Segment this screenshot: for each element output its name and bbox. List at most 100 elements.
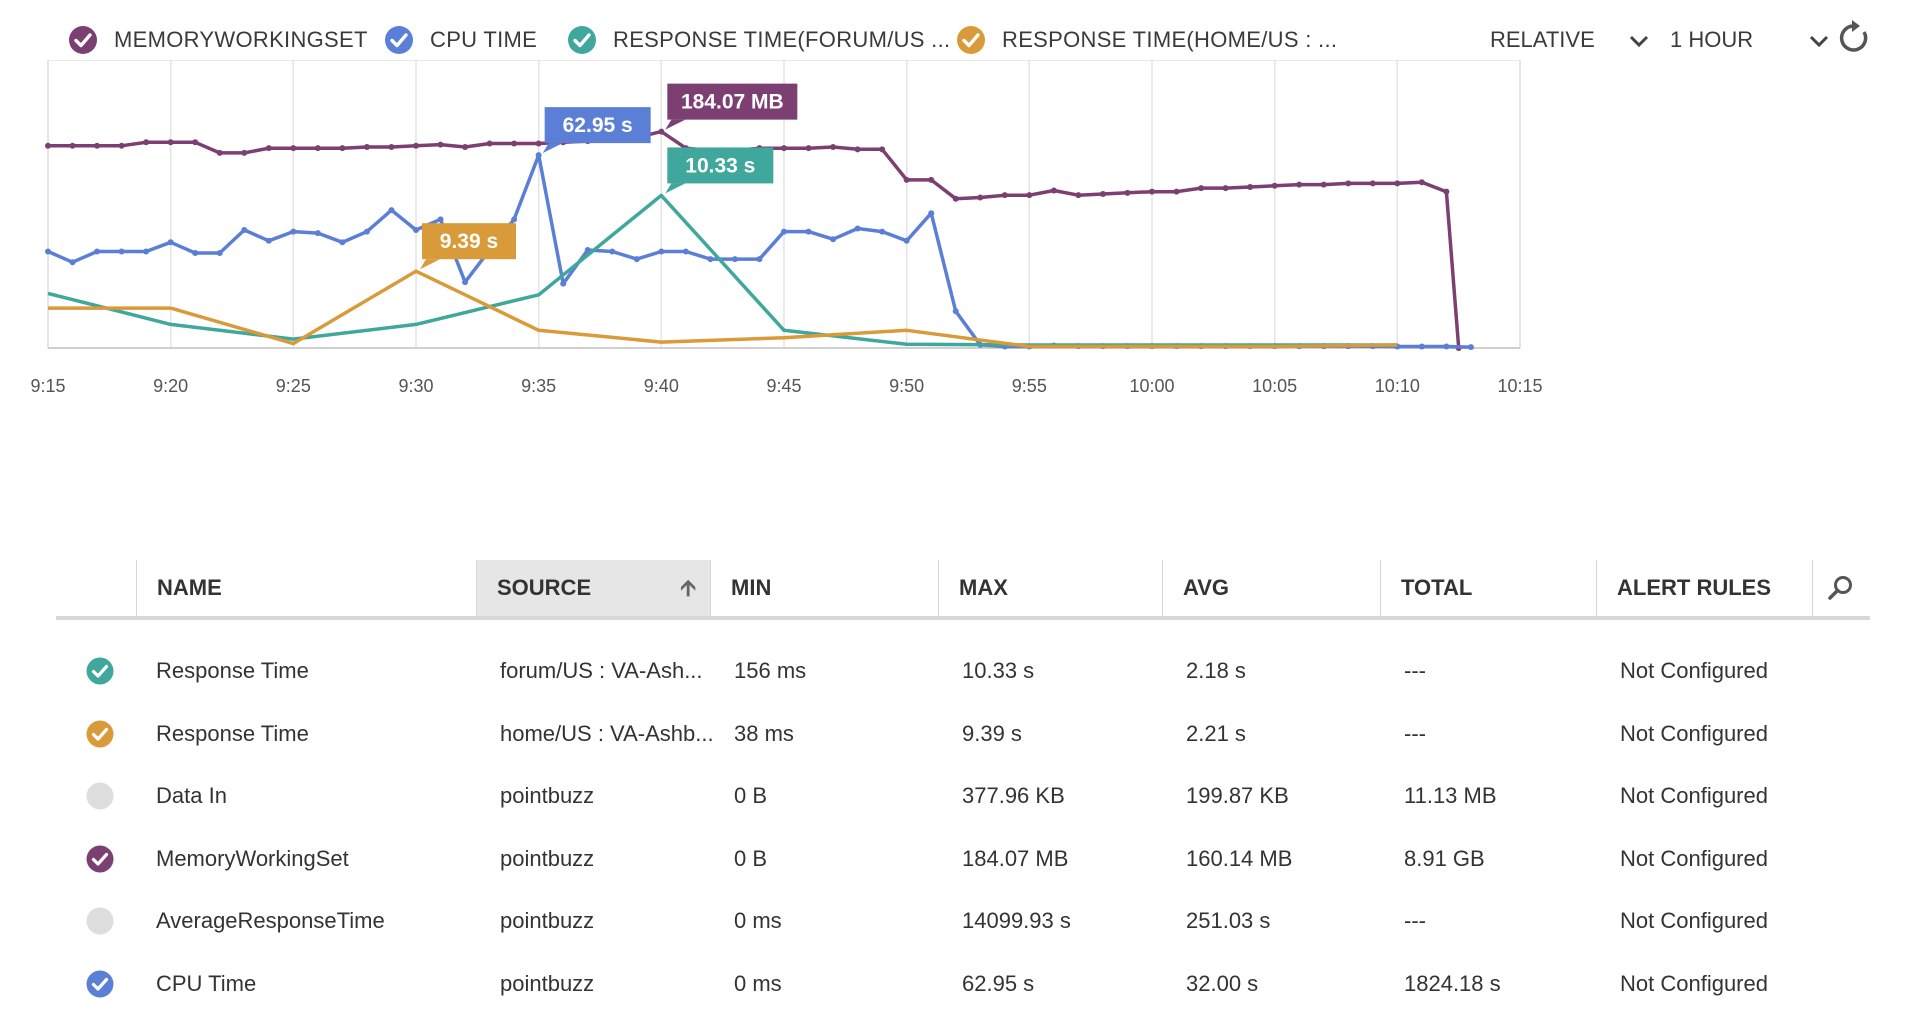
- legend-label: RESPONSE TIME(HOME/US : ...: [1002, 27, 1337, 53]
- data-point: [928, 210, 934, 216]
- data-point: [855, 226, 861, 232]
- data-point: [438, 216, 444, 222]
- table-body: Response Time forum/US : VA-Ash... 156 ms 1…: [56, 640, 1870, 1015]
- data-point: [1247, 184, 1253, 190]
- time-range-selector[interactable]: 1 HOUR: [1670, 24, 1753, 56]
- data-point: [1223, 185, 1229, 191]
- check-circle-icon: [567, 25, 597, 55]
- check-circle-icon[interactable]: [86, 720, 114, 748]
- data-point: [388, 207, 394, 213]
- data-point: [707, 256, 713, 262]
- cell-avg: 199.87 KB: [1186, 765, 1289, 828]
- data-point: [732, 256, 738, 262]
- column-header-name[interactable]: NAME: [136, 560, 476, 616]
- x-tick-label: 9:50: [889, 376, 924, 396]
- x-tick-label: 9:20: [153, 376, 188, 396]
- check-circle-icon: [68, 25, 98, 55]
- cell-min: 156 ms: [734, 640, 806, 703]
- data-point: [1394, 180, 1400, 186]
- cell-avg: 2.21 s: [1186, 703, 1246, 766]
- column-header-max[interactable]: MAX: [938, 560, 1162, 616]
- data-point: [1296, 182, 1302, 188]
- legend-item-memoryworkingset[interactable]: MEMORYWORKINGSET: [68, 24, 368, 56]
- check-circle-icon[interactable]: [86, 657, 114, 685]
- cell-alert-rules: Not Configured: [1620, 828, 1768, 891]
- table-row[interactable]: Response Time forum/US : VA-Ash... 156 ms 1…: [56, 640, 1870, 703]
- empty-circle-icon[interactable]: [86, 782, 114, 810]
- cell-source: forum/US : VA-Ash...: [500, 640, 703, 703]
- check-circle-icon[interactable]: [86, 845, 114, 873]
- column-header-avg[interactable]: AVG: [1162, 560, 1380, 616]
- data-point: [658, 129, 664, 135]
- legend-label: MEMORYWORKINGSET: [114, 27, 368, 53]
- cell-source: pointbuzz: [500, 828, 594, 891]
- data-point: [806, 229, 812, 235]
- cell-alert-rules: Not Configured: [1620, 890, 1768, 953]
- data-point: [388, 144, 394, 150]
- data-point: [609, 248, 615, 254]
- empty-circle-icon[interactable]: [86, 907, 114, 935]
- data-point: [143, 139, 149, 145]
- cell-total: ---: [1404, 890, 1426, 953]
- data-point: [1272, 183, 1278, 189]
- data-point: [1149, 189, 1155, 195]
- cell-name: Data In: [156, 765, 227, 828]
- legend-label: RESPONSE TIME(FORUM/US ...: [613, 27, 950, 53]
- x-tick-label: 9:25: [276, 376, 311, 396]
- data-point: [143, 248, 149, 254]
- data-point: [830, 236, 836, 242]
- data-point: [1002, 192, 1008, 198]
- cell-total: ---: [1404, 703, 1426, 766]
- table-search-button[interactable]: [1812, 560, 1870, 616]
- cell-alert-rules: Not Configured: [1620, 953, 1768, 1015]
- cell-min: 0 ms: [734, 890, 782, 953]
- data-point: [94, 143, 100, 149]
- data-point: [168, 139, 174, 145]
- data-point: [119, 248, 125, 254]
- refresh-icon[interactable]: [1836, 18, 1872, 56]
- x-tick-label: 9:35: [521, 376, 556, 396]
- column-header-source[interactable]: SOURCE🡩: [476, 560, 710, 616]
- data-point: [806, 145, 812, 151]
- search-icon: [1827, 574, 1855, 602]
- legend-label: CPU TIME: [430, 27, 537, 53]
- data-point: [928, 177, 934, 183]
- chevron-down-icon[interactable]: [1628, 32, 1650, 50]
- data-point: [168, 239, 174, 245]
- status-column-header: [56, 560, 136, 616]
- x-tick-label: 10:00: [1129, 376, 1174, 396]
- data-point: [119, 143, 125, 149]
- cell-name: Response Time: [156, 640, 309, 703]
- data-point: [45, 248, 51, 254]
- cell-avg: 160.14 MB: [1186, 828, 1292, 891]
- column-header-alert-rules[interactable]: ALERT RULES: [1596, 560, 1812, 616]
- cell-avg: 251.03 s: [1186, 890, 1270, 953]
- cell-total: 8.91 GB: [1404, 828, 1485, 891]
- callout-label: 10.33 s: [685, 154, 755, 177]
- data-point: [1443, 189, 1449, 195]
- legend-item-cpu-time[interactable]: CPU TIME: [384, 24, 537, 56]
- relative-toggle[interactable]: RELATIVE: [1490, 24, 1595, 56]
- data-point: [1075, 192, 1081, 198]
- legend-item-response-time-home[interactable]: RESPONSE TIME(HOME/US : ...: [956, 24, 1337, 56]
- x-tick-label: 9:15: [30, 376, 65, 396]
- check-circle-icon[interactable]: [86, 970, 114, 998]
- chevron-down-icon[interactable]: [1808, 32, 1830, 50]
- check-circle-icon: [956, 25, 986, 55]
- cell-min: 0 ms: [734, 953, 782, 1015]
- column-header-total[interactable]: TOTAL: [1380, 560, 1596, 616]
- cell-max: 10.33 s: [962, 640, 1034, 703]
- data-point: [217, 150, 223, 156]
- column-header-min[interactable]: MIN: [710, 560, 938, 616]
- data-point: [290, 145, 296, 151]
- callout-pointer: [420, 259, 440, 269]
- data-point: [462, 144, 468, 150]
- data-point: [241, 150, 247, 156]
- x-tick-label: 9:30: [398, 376, 433, 396]
- legend-item-response-time-forum[interactable]: RESPONSE TIME(FORUM/US ...: [567, 24, 950, 56]
